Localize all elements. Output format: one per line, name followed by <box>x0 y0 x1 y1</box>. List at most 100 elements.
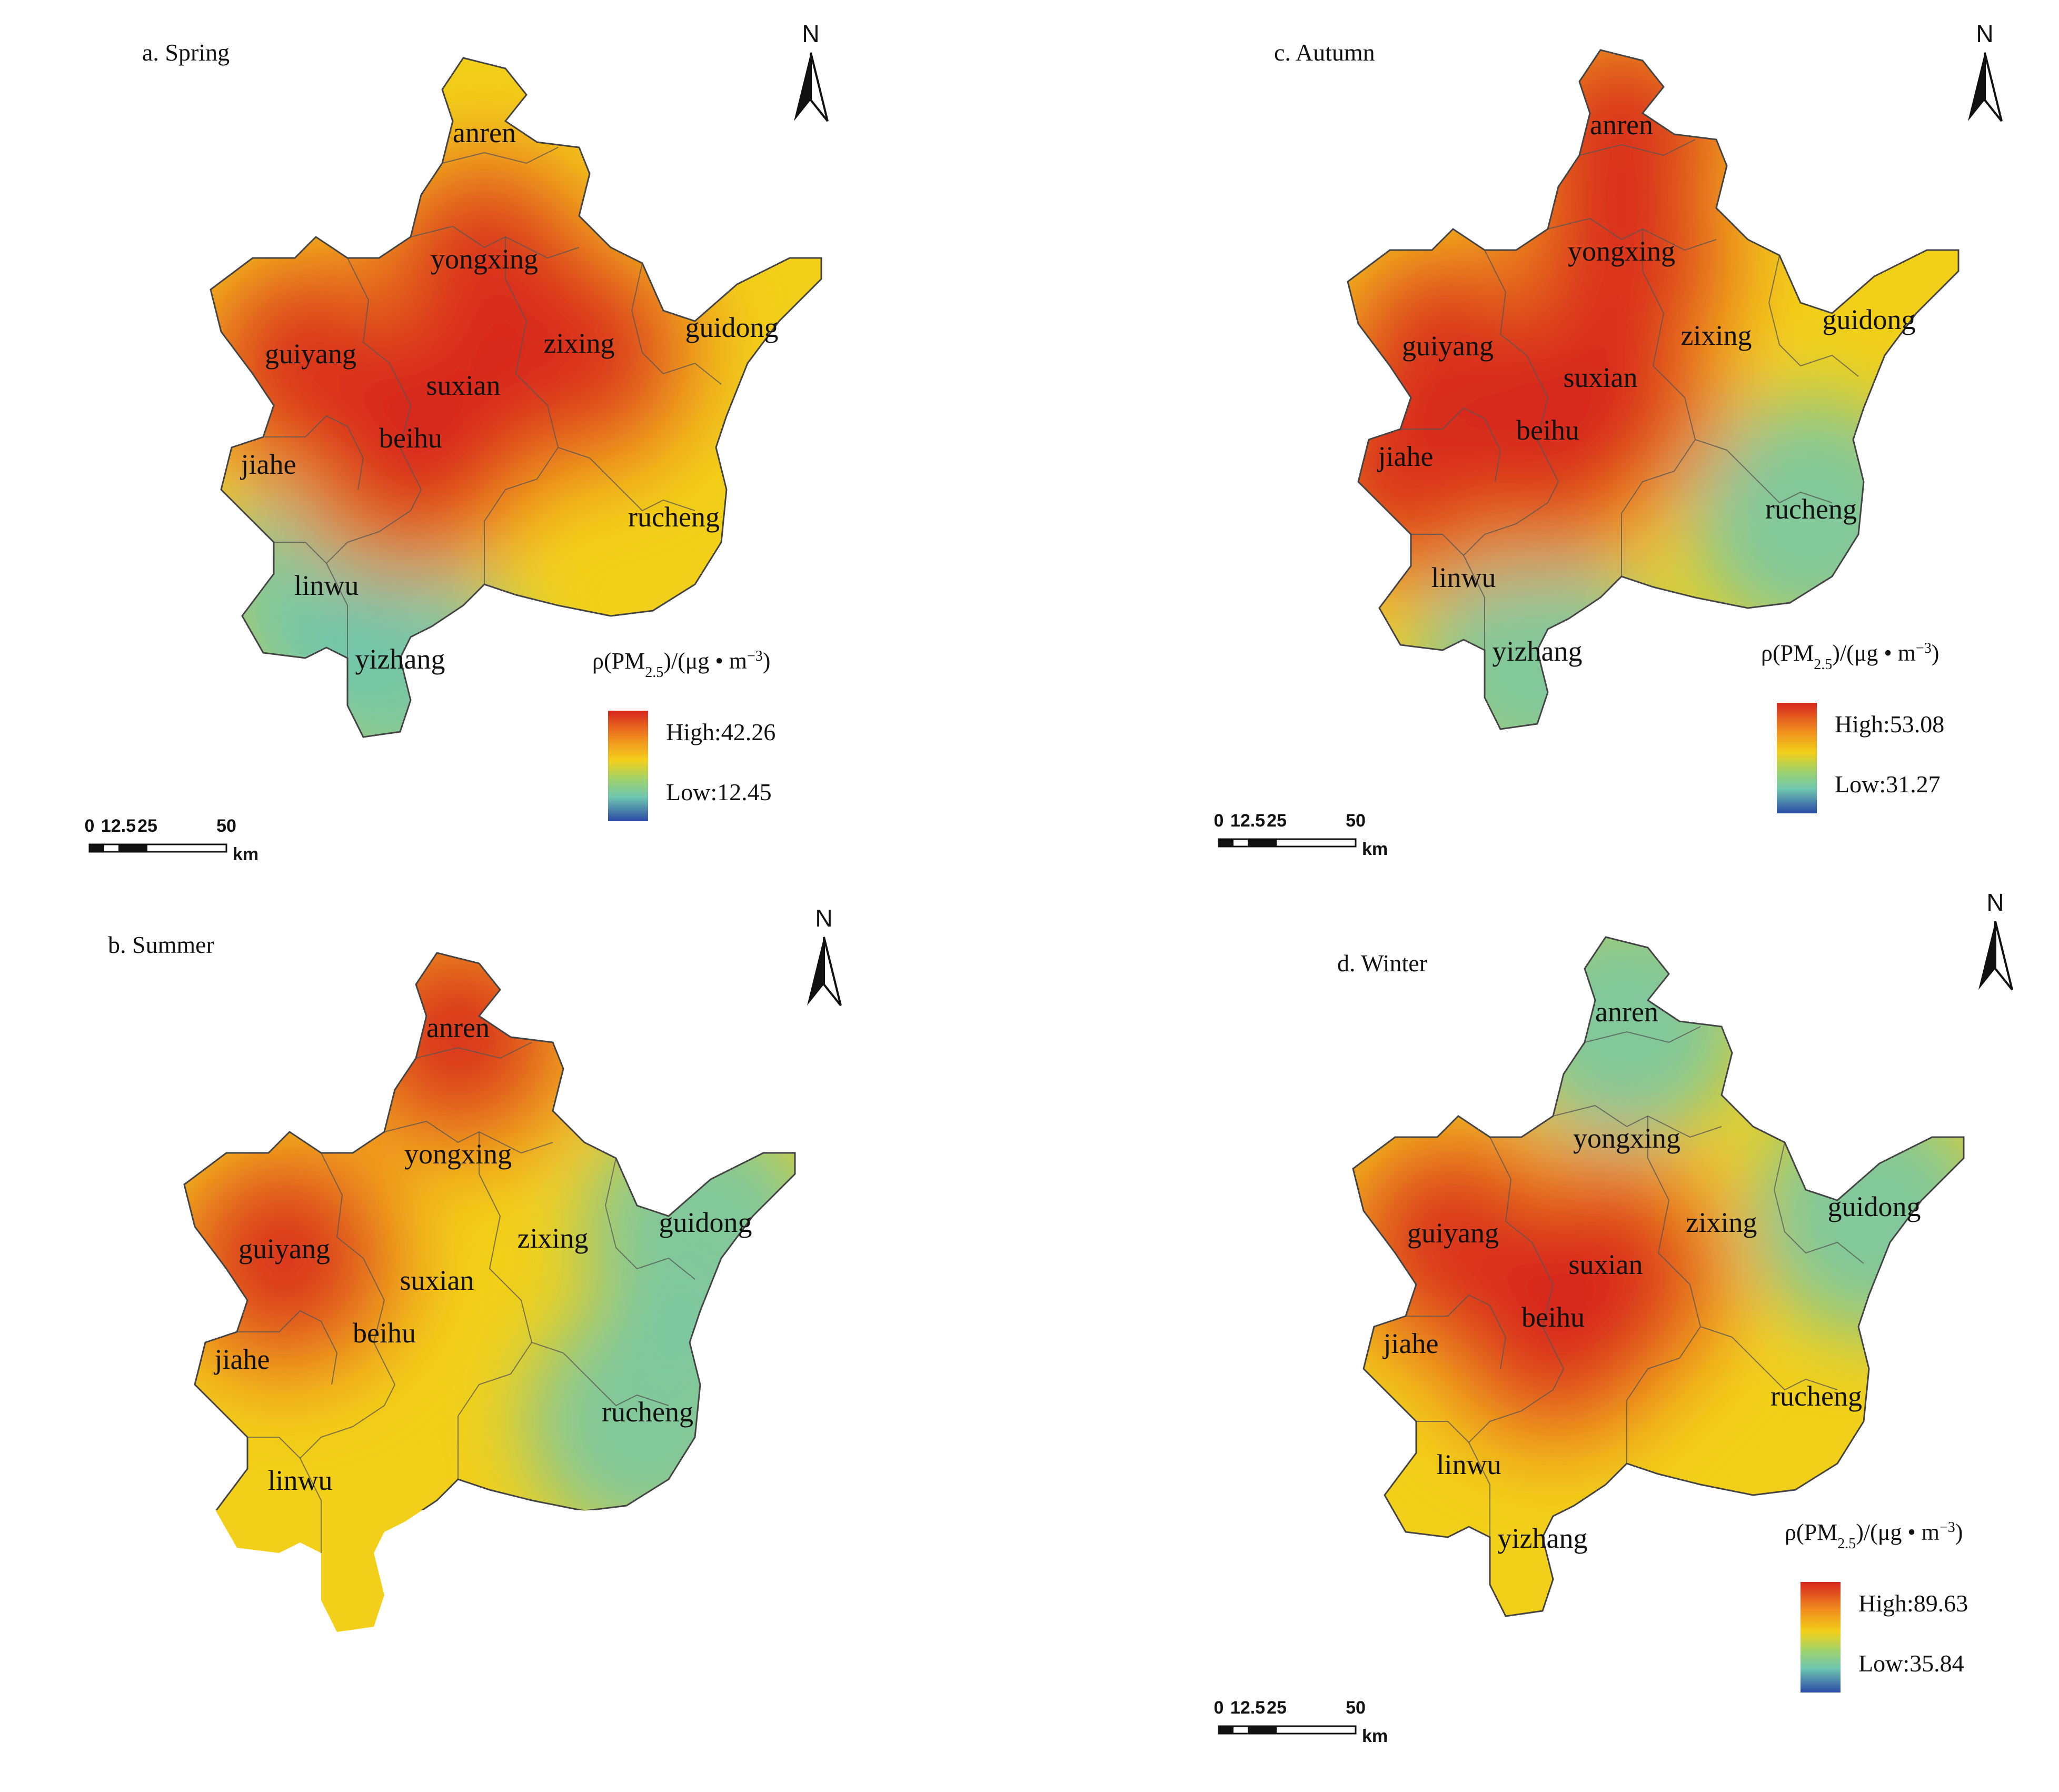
county-label-beihu: beihu <box>1516 414 1579 446</box>
county-label-guiyang: guiyang <box>1402 330 1494 362</box>
scale-tick-label: 25 <box>103 1706 123 1726</box>
county-label-beihu: beihu <box>353 1317 416 1349</box>
county-label-linwu: linwu <box>1431 562 1496 593</box>
scale-bar: 0 12.5 25 50 km <box>85 816 259 864</box>
county-label-yizhang: yizhang <box>329 1538 419 1570</box>
county-label-yongxing: yongxing <box>431 243 538 275</box>
county-label-yongxing: yongxing <box>404 1138 512 1170</box>
county-label-rucheng: rucheng <box>1770 1380 1862 1412</box>
legend: ρ(PM2.5)/(μg • m−3) High:42.26 Low:12.45 <box>592 648 775 822</box>
county-label-linwu: linwu <box>1436 1449 1501 1480</box>
map-panel: d. Winter anren yongxing guiyang suxian zixin… <box>1214 863 2016 1746</box>
panel-title: c. Autumn <box>1274 39 1375 66</box>
scale-tick-label: 50 <box>1346 1698 1366 1718</box>
scale-tick-label: 12.5 <box>101 816 136 836</box>
scale-bar: 0 12.5 25 50 km <box>1214 1698 1388 1746</box>
county-label-zixing: zixing <box>1686 1207 1757 1238</box>
county-label-yizhang: yizhang <box>1493 635 1583 667</box>
legend-high-label: High:89.63 <box>1858 1590 1968 1617</box>
legend-low-label: Low:17.33 <box>692 1684 798 1711</box>
county-label-suxian: suxian <box>1569 1249 1643 1280</box>
scale-tick-label: 12.5 <box>1230 1698 1265 1718</box>
legend-color-ramp <box>634 1616 674 1727</box>
legend-title: ρ(PM2.5)/(μg • m−3) <box>1761 640 1939 673</box>
county-label-beihu: beihu <box>379 422 442 454</box>
county-label-anren: anren <box>453 117 516 148</box>
county-label-yongxing: yongxing <box>1573 1122 1680 1154</box>
scale-tick-label: 0 <box>1214 1698 1224 1718</box>
scale-tick-label: 25 <box>137 816 157 836</box>
legend-low-label: Low:35.84 <box>1858 1650 1964 1677</box>
county-label-jiahe: jiahe <box>214 1343 270 1375</box>
panel-title: a. Spring <box>142 39 230 66</box>
north-arrow-icon: N <box>794 20 828 121</box>
county-label-jiahe: jiahe <box>1377 441 1434 472</box>
map-panel: c. Autumn anren yongxing guiyang suxian zixin… <box>1214 0 2011 859</box>
scale-tick-label: 0 <box>1214 811 1224 831</box>
panel-title: b. Summer <box>108 931 214 958</box>
north-arrow-icon: N <box>1978 889 2012 990</box>
north-arrow-icon: N <box>1968 20 2002 121</box>
county-label-jiahe: jiahe <box>1382 1328 1439 1359</box>
county-label-guiyang: guiyang <box>238 1233 330 1265</box>
county-label-yizhang: yizhang <box>1498 1522 1588 1554</box>
legend-color-ramp <box>608 711 648 821</box>
county-label-linwu: linwu <box>294 570 359 601</box>
county-label-jiahe: jiahe <box>240 449 296 480</box>
county-label-guidong: guidong <box>1827 1191 1921 1222</box>
legend-low-label: Low:12.45 <box>666 779 772 805</box>
scale-bar: 0 12.5 25 50 km <box>1214 811 1388 859</box>
county-label-anren: anren <box>1595 996 1658 1028</box>
county-label-rucheng: rucheng <box>628 501 720 533</box>
legend: ρ(PM2.5)/(μg • m−3) High:89.63 Low:35.84 <box>1785 1519 1968 1693</box>
legend-title: ρ(PM2.5)/(μg • m−3) <box>1785 1519 1963 1552</box>
legend-high-label: High:53.08 <box>1835 711 1944 738</box>
scale-unit: km <box>233 844 258 864</box>
legend: ρ(PM2.5)/(μg • m−3) High:53.08 Low:31.27 <box>1761 640 1944 814</box>
pm25-surface <box>1279 863 2016 1679</box>
scale-tick-label: 0 <box>51 1706 61 1726</box>
county-label-yizhang: yizhang <box>355 643 445 675</box>
north-arrow-icon: N <box>807 904 841 1005</box>
county-label-guidong: guidong <box>1822 304 1915 335</box>
county-label-suxian: suxian <box>1564 362 1638 393</box>
legend-low-label: Low:31.27 <box>1835 771 1941 798</box>
scale-tick-label: 12.5 <box>1230 811 1265 831</box>
county-label-rucheng: rucheng <box>1765 493 1857 525</box>
scale-tick-label: 25 <box>1267 811 1287 831</box>
legend-high-label: High:32.60 <box>692 1624 802 1651</box>
county-label-beihu: beihu <box>1521 1301 1585 1333</box>
county-label-yongxing: yongxing <box>1568 235 1675 267</box>
county-label-anren: anren <box>426 1012 490 1043</box>
scale-unit: km <box>198 1734 224 1754</box>
county-label-anren: anren <box>1590 109 1653 141</box>
county-label-rucheng: rucheng <box>602 1396 693 1428</box>
scale-unit: km <box>1362 1726 1388 1746</box>
scale-tick-label: 0 <box>85 816 95 836</box>
panel-title: d. Winter <box>1337 950 1427 977</box>
north-label: N <box>802 20 819 47</box>
north-label: N <box>815 904 832 932</box>
legend-high-label: High:42.26 <box>666 719 775 745</box>
legend-title: ρ(PM2.5)/(μg • m−3) <box>592 648 770 681</box>
scale-tick-label: 50 <box>1346 811 1366 831</box>
scale-unit: km <box>1362 839 1388 859</box>
county-label-zixing: zixing <box>1681 320 1752 351</box>
map-panel: b. Summer anren yongxing guiyang suxian zixin… <box>51 879 848 1754</box>
county-label-guiyang: guiyang <box>1407 1217 1499 1249</box>
scale-tick-label: 12.5 <box>67 1706 102 1726</box>
legend-color-ramp <box>1777 703 1817 813</box>
legend-title: ρ(PM2.5)/(μg • m−3) <box>619 1554 797 1586</box>
county-label-linwu: linwu <box>267 1465 332 1496</box>
county-label-guidong: guidong <box>685 312 778 343</box>
county-label-guiyang: guiyang <box>265 338 356 370</box>
county-label-guidong: guidong <box>659 1207 752 1238</box>
north-label: N <box>1986 889 2004 916</box>
county-label-suxian: suxian <box>400 1265 474 1296</box>
legend: ρ(PM2.5)/(μg • m−3) High:32.60 Low:17.33 <box>619 1554 802 1727</box>
legend-color-ramp <box>1801 1582 1841 1693</box>
scale-tick-label: 50 <box>216 816 236 836</box>
north-label: N <box>1976 20 1993 47</box>
map-panel: a. Spring anren yongxing guiyang suxian zixin… <box>85 0 874 864</box>
